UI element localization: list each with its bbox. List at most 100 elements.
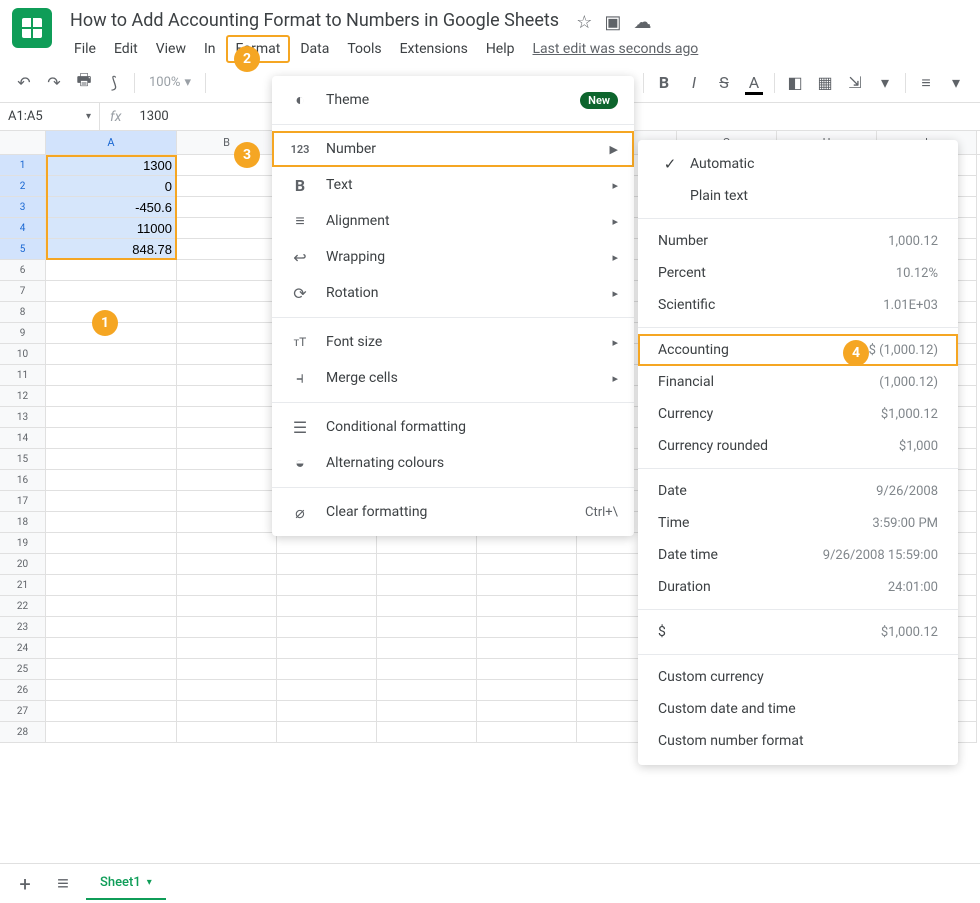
all-sheets-button[interactable]: ≡ [48,869,78,899]
cell[interactable] [46,449,177,470]
submenu-currency-rounded[interactable]: Currency rounded $1,000 [638,430,958,462]
cell[interactable] [177,176,277,197]
column-header[interactable]: B [177,131,277,154]
submenu-datetime[interactable]: Date time 9/26/2008 15:59:00 [638,539,958,571]
row-header[interactable]: 15 [0,449,46,470]
row-header[interactable]: 14 [0,428,46,449]
move-icon[interactable]: ▣ [604,12,621,33]
menu-edit[interactable]: Edit [106,37,146,61]
cell[interactable] [46,722,177,743]
cell[interactable]: -450.6 [46,197,177,218]
menu-merge-cells[interactable]: ⫞ Merge cells ▸ [272,360,634,396]
cell[interactable] [46,617,177,638]
sheet-tab-1[interactable]: Sheet1 ▾ [86,866,166,902]
menu-file[interactable]: File [66,37,104,61]
name-box[interactable]: A1:A5 ▾ [0,103,100,130]
cell[interactable] [46,596,177,617]
cell[interactable]: 0 [46,176,177,197]
submenu-percent[interactable]: Percent 10.12% [638,257,958,289]
cell[interactable] [177,617,277,638]
cell[interactable] [277,554,377,575]
cell[interactable] [477,659,577,680]
cell[interactable] [477,617,577,638]
undo-button[interactable]: ↶ [10,69,38,97]
cell[interactable] [377,680,477,701]
cell[interactable] [277,659,377,680]
cell[interactable] [477,575,577,596]
submenu-scientific[interactable]: Scientific 1.01E+03 [638,289,958,321]
cell[interactable] [277,533,377,554]
menu-conditional-formatting[interactable]: ☰ Conditional formatting [272,409,634,445]
menu-font-size[interactable]: ᴛT Font size ▸ [272,324,634,360]
cell[interactable] [477,701,577,722]
cell[interactable] [46,281,177,302]
menu-data[interactable]: Data [292,37,337,61]
cell[interactable] [46,407,177,428]
paint-format-button[interactable]: ⟆ [100,69,128,97]
submenu-number[interactable]: Number 1,000.12 [638,225,958,257]
cell[interactable] [377,533,477,554]
cell[interactable] [377,638,477,659]
cell[interactable] [46,638,177,659]
cell[interactable] [177,155,277,176]
cell[interactable]: 848.78 [46,239,177,260]
cell[interactable] [477,638,577,659]
menu-clear-formatting[interactable]: ⌀ Clear formatting Ctrl+\ [272,494,634,530]
text-color-button[interactable]: A [740,69,768,97]
cell[interactable] [46,470,177,491]
cell[interactable] [477,596,577,617]
submenu-plain-text[interactable]: Plain text [638,180,958,212]
row-header[interactable]: 9 [0,323,46,344]
row-header[interactable]: 1 [0,155,46,176]
cell[interactable] [377,701,477,722]
cell[interactable] [177,302,277,323]
cell[interactable] [377,722,477,743]
cell[interactable] [177,680,277,701]
row-header[interactable]: 2 [0,176,46,197]
cell[interactable] [46,554,177,575]
menu-theme[interactable]: ◐ Theme New [272,82,634,118]
menu-wrapping[interactable]: ↩ Wrapping ▸ [272,239,634,275]
menu-rotation[interactable]: ⟳ Rotation ▸ [272,275,634,311]
cell[interactable] [477,533,577,554]
row-header[interactable]: 6 [0,260,46,281]
cell[interactable]: 11000 [46,218,177,239]
cell[interactable] [277,680,377,701]
cell[interactable] [177,701,277,722]
column-header[interactable]: A [46,131,177,154]
last-edit-link[interactable]: Last edit was seconds ago [533,41,699,57]
align-button[interactable]: ≡ [912,69,940,97]
borders-button[interactable]: ▦ [811,69,839,97]
add-sheet-button[interactable]: + [10,869,40,899]
menu-tools[interactable]: Tools [339,37,389,61]
select-all-corner[interactable] [0,131,46,154]
cell[interactable] [177,260,277,281]
submenu-custom-currency[interactable]: Custom currency [638,661,958,693]
cell[interactable] [277,638,377,659]
row-header[interactable]: 19 [0,533,46,554]
cell[interactable] [377,617,477,638]
menu-view[interactable]: View [148,37,194,61]
cell[interactable] [477,554,577,575]
submenu-date[interactable]: Date 9/26/2008 [638,475,958,507]
row-header[interactable]: 21 [0,575,46,596]
cell[interactable] [177,512,277,533]
cell[interactable] [177,407,277,428]
strike-button[interactable]: S [710,69,738,97]
row-header[interactable]: 17 [0,491,46,512]
cell[interactable] [177,365,277,386]
print-button[interactable]: 🖶 [70,69,98,97]
cell[interactable] [177,722,277,743]
row-header[interactable]: 18 [0,512,46,533]
cell[interactable] [377,596,477,617]
cell[interactable] [177,428,277,449]
menu-alignment[interactable]: ≡ Alignment ▸ [272,203,634,239]
row-header[interactable]: 26 [0,680,46,701]
cell[interactable] [477,722,577,743]
cell[interactable] [277,596,377,617]
cell[interactable] [277,701,377,722]
cell[interactable] [477,680,577,701]
cell[interactable] [177,575,277,596]
cell[interactable] [46,659,177,680]
cell[interactable] [277,722,377,743]
